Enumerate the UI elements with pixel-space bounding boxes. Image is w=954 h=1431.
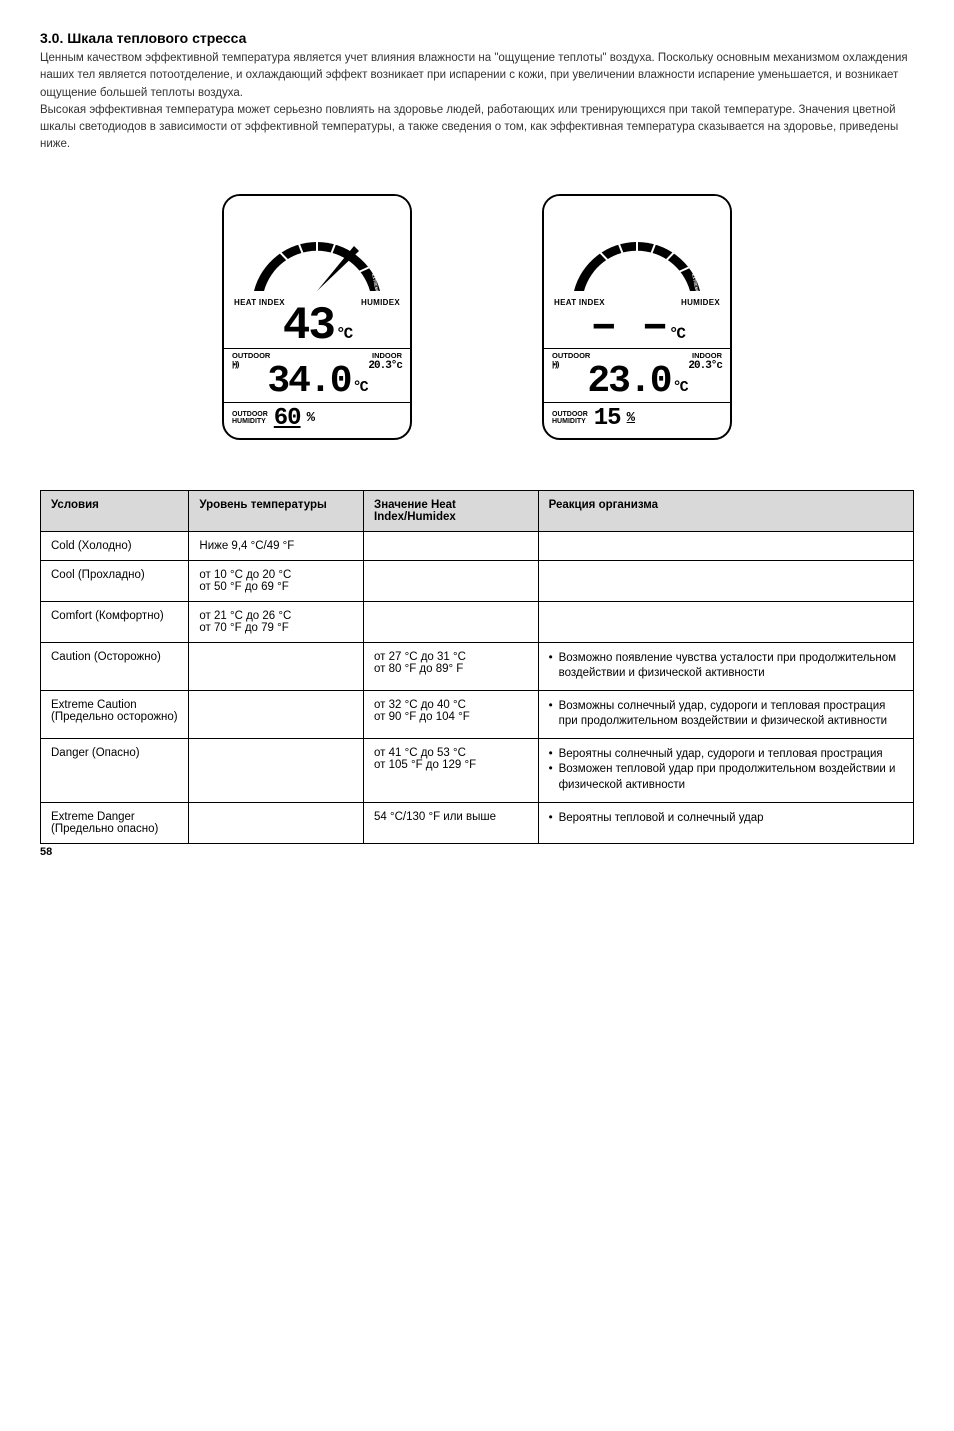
page-number: 58	[40, 846, 914, 858]
table-cell: от 21 °C до 26 °Cот 70 °F до 79 °F	[189, 601, 364, 642]
th-temp-level: Уровень температуры	[189, 490, 364, 531]
th-conditions: Условия	[41, 490, 189, 531]
outdoor-label: OUTDOOR	[552, 351, 590, 360]
device1-outdoor-unit: °C	[353, 382, 367, 395]
table-cell	[364, 601, 539, 642]
section-heading: 3.0. Шкала теплового стресса	[40, 30, 914, 46]
svg-text:EXTREME: EXTREME	[662, 232, 682, 246]
table-cell: Extreme Caution (Предельно осторожно)	[41, 690, 189, 738]
table-cell: от 10 °C до 20 °Cот 50 °F до 69 °F	[189, 560, 364, 601]
device2-outdoor-unit: °C	[673, 382, 687, 395]
table-cell	[538, 560, 913, 601]
device1-humidity-unit: %	[307, 410, 315, 426]
device2-main-temp: – –	[590, 307, 667, 346]
table-cell: Cool (Прохладно)	[41, 560, 189, 601]
device-illustrations: COLD COOL COMFORT CAUTION EXTREME DANGER…	[40, 194, 914, 440]
table-cell	[538, 531, 913, 560]
table-cell	[538, 601, 913, 642]
table-cell: Возможны солнечный удар, судороги и тепл…	[538, 690, 913, 738]
humidity-label: OUTDOORHUMIDITY	[232, 411, 268, 425]
svg-text:EXTREME: EXTREME	[342, 232, 362, 246]
table-cell: Extreme Danger (Предельно опасно)	[41, 802, 189, 843]
humidex-label: HUMIDEX	[681, 298, 720, 307]
table-cell	[189, 642, 364, 690]
signal-icon: |•))	[552, 360, 558, 369]
table-cell	[189, 738, 364, 802]
heat-stress-table: Условия Уровень температуры Значение Hea…	[40, 490, 914, 844]
table-cell: от 41 °C до 53 °Cот 105 °F до 129 °F	[364, 738, 539, 802]
device1-indoor-temp: 20.3°c	[368, 360, 402, 372]
table-cell: Danger (Опасно)	[41, 738, 189, 802]
device2-humidity-unit: %	[627, 410, 635, 426]
device2-main-unit: °C	[669, 328, 684, 342]
gauge-right: COLD COOL COMFORT CAUTION EXTREME DANGER…	[544, 196, 730, 296]
indoor-label: INDOOR	[372, 351, 402, 360]
table-cell: Comfort (Комфортно)	[41, 601, 189, 642]
device1-main-unit: °C	[336, 328, 351, 342]
table-cell: Cold (Холодно)	[41, 531, 189, 560]
table-cell	[364, 531, 539, 560]
svg-text:CAUTION: CAUTION	[639, 225, 662, 231]
table-cell	[364, 560, 539, 601]
table-cell: Вероятны солнечный удар, судороги и тепл…	[538, 738, 913, 802]
outdoor-label: OUTDOOR	[232, 351, 270, 360]
table-cell: Возможно появление чувства усталости при…	[538, 642, 913, 690]
indoor-label: INDOOR	[692, 351, 722, 360]
humidity-label: OUTDOORHUMIDITY	[552, 411, 588, 425]
svg-text:COMFORT: COMFORT	[605, 218, 630, 235]
table-cell	[189, 690, 364, 738]
device-right: COLD COOL COMFORT CAUTION EXTREME DANGER…	[542, 194, 732, 440]
svg-text:CAUTION: CAUTION	[319, 225, 342, 231]
humidex-label: HUMIDEX	[361, 298, 400, 307]
device-left: COLD COOL COMFORT CAUTION EXTREME DANGER…	[222, 194, 412, 440]
th-reaction: Реакция организма	[538, 490, 913, 531]
device2-indoor-temp: 20.3°c	[688, 360, 722, 372]
table-cell: 54 °C/130 °F или выше	[364, 802, 539, 843]
table-cell: от 32 °C до 40 °Cот 90 °F до 104 °F	[364, 690, 539, 738]
intro-p1: Ценным качеством эффективной температура…	[40, 50, 914, 102]
device2-outdoor-temp: 23.0	[587, 366, 670, 398]
intro-text: Ценным качеством эффективной температура…	[40, 50, 914, 154]
gauge-left: COLD COOL COMFORT CAUTION EXTREME DANGER…	[224, 196, 410, 296]
table-cell: Caution (Осторожно)	[41, 642, 189, 690]
device2-humidity: 15	[594, 405, 621, 432]
device1-main-temp: 43	[283, 307, 334, 346]
device1-humidity: 60	[274, 405, 301, 432]
table-cell: Вероятны тепловой и солнечный удар	[538, 802, 913, 843]
table-cell	[189, 802, 364, 843]
intro-p2: Высокая эффективная температура может се…	[40, 102, 914, 154]
signal-icon: |•))	[232, 360, 238, 369]
svg-text:COMFORT: COMFORT	[285, 218, 310, 235]
heat-index-label: HEAT INDEX	[234, 298, 285, 307]
table-cell: Ниже 9,4 °C/49 °F	[189, 531, 364, 560]
th-index-value: Значение Heat Index/Humidex	[364, 490, 539, 531]
table-cell: от 27 °C до 31 °Cот 80 °F до 89° F	[364, 642, 539, 690]
device1-outdoor-temp: 34.0	[267, 366, 350, 398]
